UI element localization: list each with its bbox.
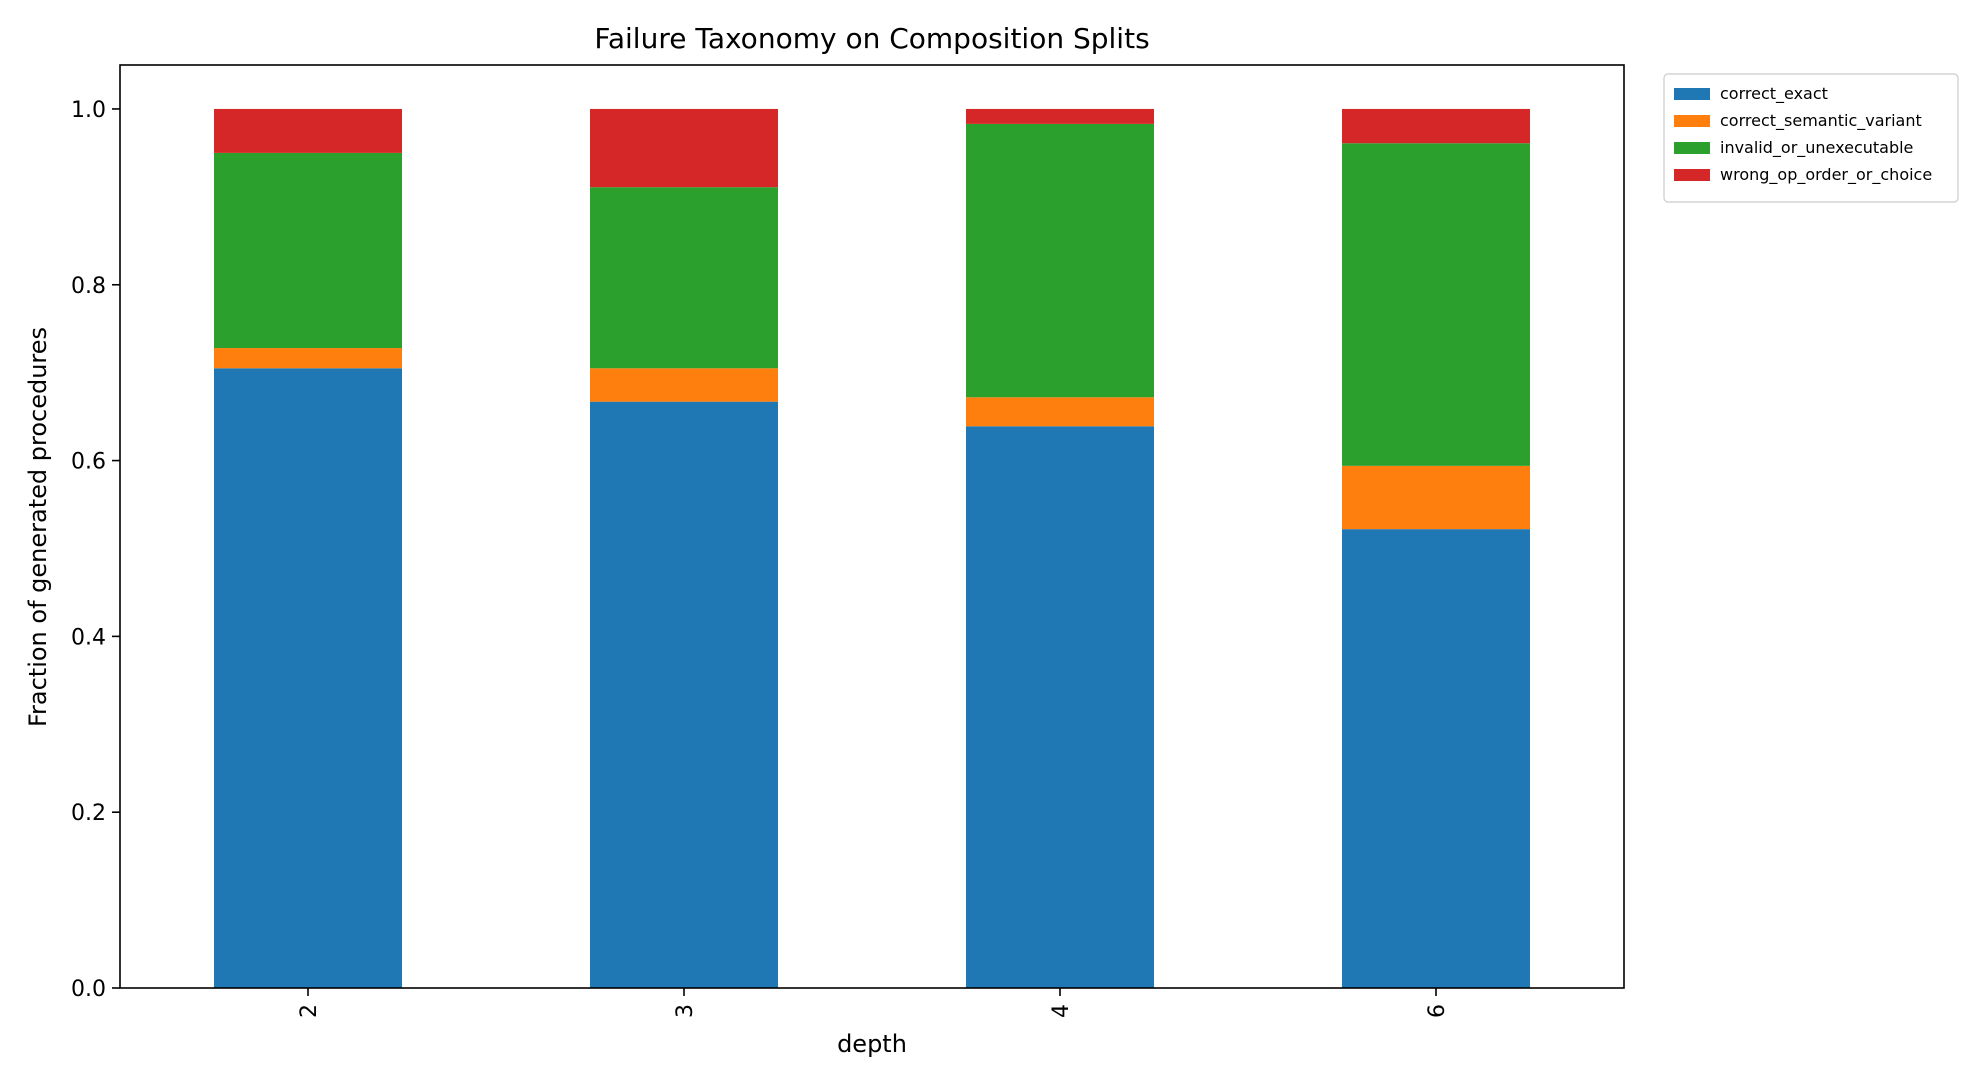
bar-segment-invalid-or-unexecutable-depth-4 (966, 123, 1154, 398)
plot-frame (119, 64, 1625, 989)
x-tick-label: 3 (673, 1004, 698, 1018)
x-tick-label: 6 (1425, 1004, 1450, 1018)
y-tick-label: 1.0 (71, 98, 106, 123)
bar-segment-correct-exact-depth-4 (966, 426, 1154, 988)
y-axis-label: Fraction of generated procedures (24, 327, 52, 727)
legend-label-wrong-op-order-or-choice: wrong_op_order_or_choice (1720, 165, 1932, 185)
bar-segment-wrong-op-order-or-choice-depth-6 (1342, 108, 1530, 144)
y-tick-label: 0.0 (71, 977, 106, 1002)
y-tick-label: 0.2 (71, 801, 106, 826)
bars-layer (214, 108, 1530, 988)
axes-layer: 0.0 0.2 0.4 0.6 0.8 1.0 2 3 4 6 (71, 64, 1625, 1018)
bar-segment-correct-exact-depth-2 (214, 368, 402, 988)
bar-segment-wrong-op-order-or-choice-depth-3 (590, 108, 778, 188)
legend-label-invalid-or-unexecutable: invalid_or_unexecutable (1720, 138, 1913, 158)
legend: correct_exact correct_semantic_variantinv… (1663, 73, 1959, 203)
legend-swatch-correct-semantic-variant (1674, 115, 1710, 127)
x-tick-label: 2 (297, 1004, 322, 1018)
bar-segment-correct-semantic-variant-depth-6 (1342, 465, 1530, 530)
bar-segment-invalid-or-unexecutable-depth-6 (1342, 143, 1530, 466)
x-axis-label: depth (837, 1030, 907, 1058)
y-tick-label: 0.8 (71, 274, 106, 299)
bar-segment-correct-exact-depth-3 (590, 401, 778, 988)
legend-swatch-wrong-op-order-or-choice (1674, 169, 1710, 181)
bar-segment-correct-semantic-variant-depth-3 (590, 368, 778, 402)
legend-swatch-correct-exact (1674, 88, 1710, 100)
bar-segment-wrong-op-order-or-choice-depth-2 (214, 108, 402, 153)
bar-segment-correct-semantic-variant-depth-2 (214, 348, 402, 369)
chart-title: Failure Taxonomy on Composition Splits (594, 22, 1149, 55)
legend-swatch-invalid-or-unexecutable (1674, 142, 1710, 154)
bar-segment-correct-exact-depth-6 (1342, 529, 1530, 988)
bar-segment-wrong-op-order-or-choice-depth-4 (966, 108, 1154, 124)
legend-label-correct-semantic-variant: correct_semantic_variant (1720, 111, 1922, 131)
bar-segment-correct-semantic-variant-depth-4 (966, 397, 1154, 427)
legend-box (1663, 73, 1959, 203)
legend-label-correct-exact: correct_exact (1720, 84, 1828, 104)
x-tick-label: 4 (1049, 1004, 1074, 1018)
bar-segment-invalid-or-unexecutable-depth-2 (214, 152, 402, 349)
y-tick-label: 0.6 (71, 450, 106, 475)
y-tick-label: 0.4 (71, 625, 106, 650)
bar-segment-invalid-or-unexecutable-depth-3 (590, 187, 778, 369)
